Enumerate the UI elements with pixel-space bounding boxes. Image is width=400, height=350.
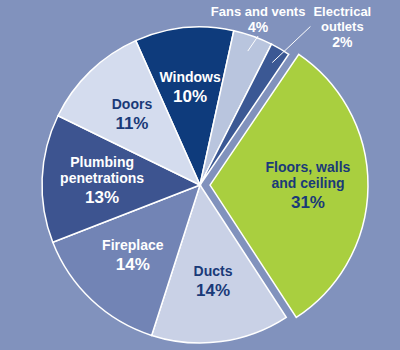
- pie-slice: [58, 41, 200, 185]
- slice-label: Ducts: [194, 263, 233, 279]
- label-line: Fans and vents: [211, 4, 306, 19]
- label-line: Windows: [159, 69, 221, 85]
- label-line: Doors: [112, 96, 153, 112]
- slice-label: Floors, wallsand ceiling: [266, 159, 351, 191]
- leader-line: [272, 27, 310, 63]
- label-line: outlets: [321, 19, 364, 34]
- slice-label: Windows: [159, 69, 221, 85]
- value-label: 14%: [116, 255, 150, 274]
- chart: Windows 10% Fans and vents4% Electricaloutl…: [0, 0, 400, 350]
- label-line: Electrical: [313, 4, 371, 19]
- value-label: 2%: [332, 34, 353, 50]
- label-line: penetrations: [60, 170, 144, 186]
- background: [0, 0, 400, 350]
- label-line: Plumbing: [70, 154, 134, 170]
- slice-label: Doors: [112, 96, 153, 112]
- value-label: 4%: [248, 19, 269, 35]
- label-line: Floors, walls: [266, 159, 351, 175]
- labels: Windows 10% Fans and vents4% Electricaloutl…: [60, 4, 371, 300]
- label-line: and ceiling: [271, 175, 344, 191]
- value-label: 31%: [291, 193, 325, 212]
- value-label: 14%: [196, 281, 230, 300]
- slice-label: Plumbingpenetrations: [60, 154, 144, 186]
- slices: [42, 27, 368, 343]
- leader-line: [248, 36, 258, 51]
- slice-label: Fans and vents: [211, 4, 306, 19]
- value-label: 10%: [173, 87, 207, 106]
- label-line: Fireplace: [102, 237, 164, 253]
- slice-label: Electricaloutlets: [313, 4, 371, 34]
- slice-label: Fireplace: [102, 237, 164, 253]
- label-line: Ducts: [194, 263, 233, 279]
- value-label: 13%: [85, 188, 119, 207]
- value-label: 11%: [115, 114, 148, 133]
